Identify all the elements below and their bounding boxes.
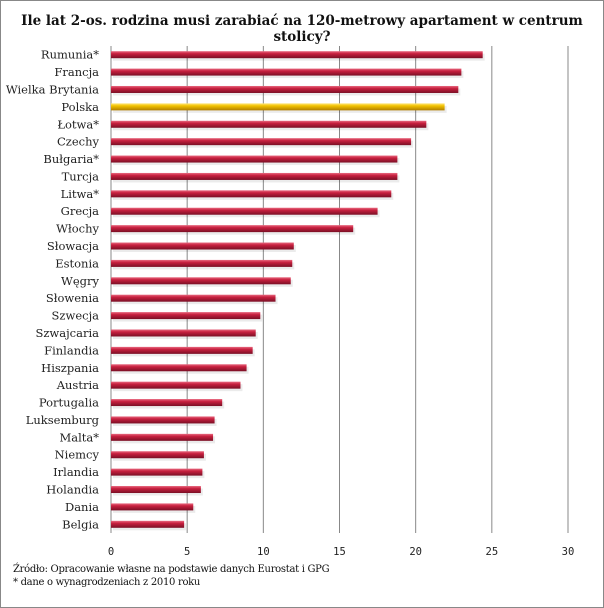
category-label: Włochy	[56, 222, 99, 236]
bar-Austria	[111, 381, 241, 389]
bar-Niemcy	[111, 451, 204, 459]
bar-Irlandia	[111, 468, 203, 476]
bar-Belgia	[111, 520, 185, 528]
category-label: Wielka Brytania	[6, 82, 99, 96]
category-label: Węgry	[61, 274, 99, 288]
x-tick-label: 30	[562, 546, 575, 558]
bar-Portugalia	[111, 399, 223, 407]
bar-Turcja	[111, 172, 398, 180]
category-label: Niemcy	[55, 448, 100, 462]
asterisk-note: * dane o wynagrodzeniach z 2010 roku	[13, 577, 201, 588]
category-label: Hiszpania	[41, 361, 99, 375]
x-tick-label: 0	[108, 546, 114, 558]
bar-Malta*	[111, 433, 214, 441]
bar-Czechy	[111, 138, 412, 146]
bar-Słowenia	[111, 294, 276, 302]
category-label: Rumunia*	[41, 48, 99, 62]
x-tick-label: 25	[486, 546, 499, 558]
category-label: Grecja	[61, 204, 99, 218]
category-label: Malta*	[59, 430, 99, 444]
bar-Litwa*	[111, 190, 392, 198]
bar-Włochy	[111, 225, 354, 233]
category-label: Luksemburg	[26, 413, 100, 427]
category-label: Łotwa*	[57, 117, 99, 131]
bar-Słowacja	[111, 242, 294, 250]
bar-Finlandia	[111, 346, 253, 354]
category-label: Turcja	[62, 169, 100, 183]
bar-Francja	[111, 68, 462, 76]
category-label: Holandia	[46, 483, 99, 497]
bar-Łotwa*	[111, 120, 427, 128]
bar-Szwajcaria	[111, 329, 256, 337]
x-tick-label: 15	[333, 546, 346, 558]
bar-Hiszpania	[111, 364, 247, 372]
category-label: Estonia	[55, 256, 99, 270]
x-tick-label: 5	[184, 546, 190, 558]
footnotes: Źródło: Opracowanie własne na podstawie …	[13, 563, 330, 589]
category-label: Irlandia	[53, 465, 99, 479]
bar-Holandia	[111, 486, 201, 494]
category-label: Polska	[61, 100, 99, 114]
category-label: Portugalia	[39, 396, 99, 410]
x-tick-label: 20	[409, 546, 422, 558]
bar-Szwecja	[111, 312, 261, 320]
bar-Węgry	[111, 277, 291, 285]
bar-Estonia	[111, 259, 293, 267]
category-label: Słowenia	[46, 291, 99, 305]
category-label: Bułgaria*	[43, 152, 99, 166]
category-label: Szwajcaria	[35, 326, 99, 340]
category-label: Austria	[56, 378, 99, 392]
chart-title: Ile lat 2-os. rodzina musi zarabiać na 1…	[21, 13, 583, 45]
category-label: Litwa*	[61, 187, 100, 201]
category-label: Szwecja	[52, 309, 100, 323]
category-label: Dania	[65, 500, 99, 514]
category-label: Czechy	[57, 135, 100, 149]
bar-Grecja	[111, 207, 378, 215]
bar-Rumunia*	[111, 51, 483, 59]
category-label: Słowacja	[47, 239, 99, 253]
category-label: Finlandia	[44, 343, 99, 357]
bar-Wielka Brytania	[111, 85, 459, 93]
category-label: Belgia	[62, 517, 99, 531]
bar-Dania	[111, 503, 194, 511]
bar-Luksemburg	[111, 416, 215, 424]
bar-Polska	[111, 103, 445, 111]
bar-Bułgaria*	[111, 155, 398, 163]
x-tick-label: 10	[257, 546, 270, 558]
source-note: Źródło: Opracowanie własne na podstawie …	[13, 564, 330, 575]
category-label: Francja	[54, 65, 99, 79]
